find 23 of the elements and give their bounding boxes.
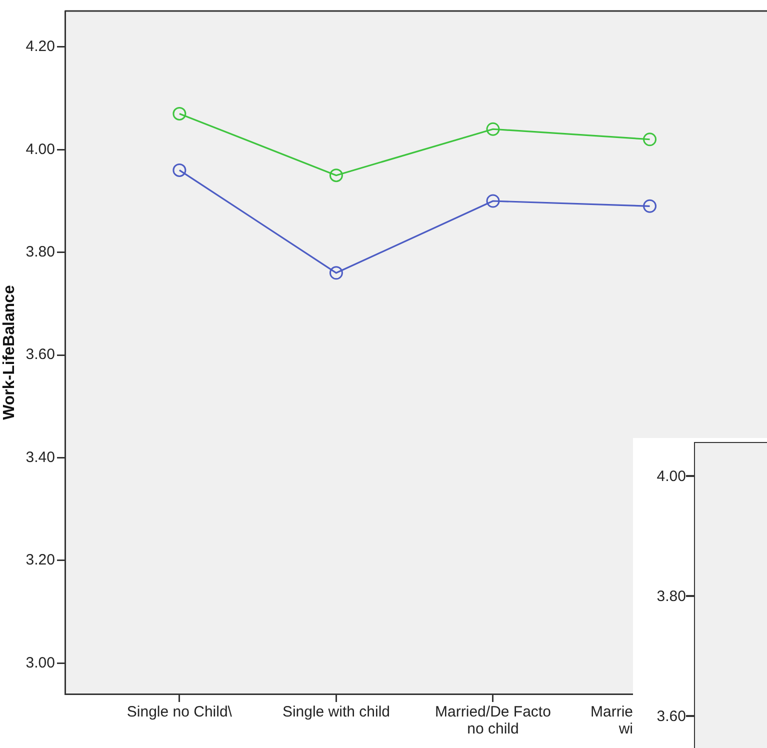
x-tick-label: Married/De Facto no child bbox=[435, 704, 551, 738]
point bbox=[329, 266, 343, 280]
point bbox=[643, 132, 657, 146]
point bbox=[486, 194, 500, 208]
x-tick-label: Marrie wi bbox=[590, 704, 634, 738]
point bbox=[643, 199, 657, 213]
text: 3.60 bbox=[656, 708, 686, 724]
y-tick-label: 3.40 bbox=[26, 448, 55, 466]
y-tick-label: 3.20 bbox=[26, 552, 55, 569]
x-tick-label: Single no Child\ bbox=[126, 704, 233, 721]
y-tick-label: 3.00 bbox=[26, 654, 55, 672]
y-tick-label: 3.60 bbox=[26, 346, 55, 364]
y-tick-label: 4.20 bbox=[26, 38, 55, 56]
y-axis-title: Work-LifeBalance bbox=[1, 284, 18, 420]
point bbox=[172, 163, 186, 177]
point bbox=[486, 122, 500, 136]
y-tick-label: 4.00 bbox=[26, 140, 55, 158]
point bbox=[329, 168, 343, 182]
annotation: 3.80 bbox=[656, 588, 686, 604]
y-tick-label: 3.80 bbox=[26, 244, 55, 260]
annotation: 4.00 bbox=[656, 468, 686, 484]
point bbox=[172, 106, 186, 120]
x-tick-label: Single with child bbox=[282, 704, 390, 721]
